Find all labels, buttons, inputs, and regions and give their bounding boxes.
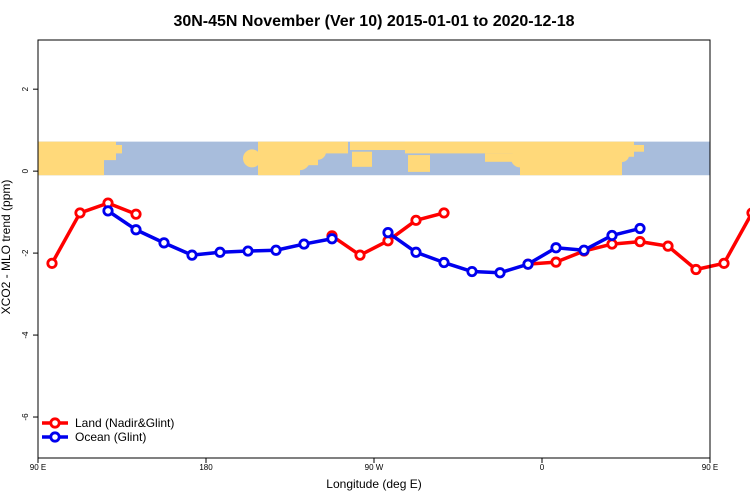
land-patch bbox=[615, 148, 629, 163]
data-point bbox=[438, 256, 450, 269]
data-point bbox=[606, 238, 618, 250]
land-patch bbox=[318, 141, 348, 154]
data-point bbox=[466, 265, 478, 278]
data-point bbox=[522, 258, 534, 270]
data-point bbox=[662, 240, 674, 252]
y-tick-label: -4 bbox=[21, 331, 30, 339]
data-point bbox=[102, 205, 114, 217]
land-patch bbox=[38, 141, 104, 176]
data-point bbox=[270, 244, 282, 256]
land-patch bbox=[104, 141, 116, 161]
data-point bbox=[354, 249, 366, 261]
series-line bbox=[386, 226, 641, 275]
data-point bbox=[718, 257, 730, 269]
x-tick-label: 0 bbox=[540, 463, 545, 472]
land-patch bbox=[634, 144, 644, 152]
legend-label: Land (Nadir&Glint) bbox=[75, 416, 174, 430]
x-axis-label: Longitude (deg E) bbox=[326, 477, 421, 491]
land-patch bbox=[408, 155, 430, 172]
x-tick-label: 90 W bbox=[365, 463, 384, 472]
chart-title: 30N-45N November (Ver 10) 2015-01-01 to … bbox=[173, 13, 574, 30]
data-point bbox=[746, 207, 750, 219]
legend: Land (Nadir&Glint)Ocean (Glint) bbox=[42, 416, 174, 444]
y-tick-label: -2 bbox=[21, 249, 30, 257]
data-point bbox=[298, 238, 310, 250]
x-tick-label: 90 E bbox=[702, 463, 718, 472]
y-tick-label: 0 bbox=[21, 168, 30, 173]
data-point bbox=[326, 233, 338, 245]
data-point bbox=[130, 224, 142, 236]
data-point bbox=[410, 246, 422, 258]
land-patch bbox=[511, 149, 529, 168]
data-point bbox=[550, 256, 562, 268]
land-patch bbox=[243, 149, 261, 168]
y-tick-label: 2 bbox=[21, 86, 30, 91]
land-patch bbox=[116, 144, 122, 154]
data-point bbox=[130, 208, 142, 220]
data-point bbox=[550, 242, 562, 254]
data-point bbox=[578, 244, 590, 256]
axis-ticks: 90 E 180 90 W 0 90 E 2 0 -2 -4 -6 bbox=[21, 86, 718, 472]
world-map-band bbox=[38, 141, 710, 176]
land-patch bbox=[350, 141, 420, 151]
data-point bbox=[634, 236, 646, 248]
legend-label: Ocean (Glint) bbox=[75, 430, 146, 444]
y-tick-label: -6 bbox=[21, 413, 30, 421]
data-point bbox=[606, 229, 618, 242]
plot-frame bbox=[37, 39, 711, 459]
data-point bbox=[382, 227, 394, 239]
data-point bbox=[494, 267, 506, 279]
land-patch bbox=[485, 153, 525, 162]
land-patch bbox=[290, 150, 310, 171]
data-point bbox=[158, 237, 170, 249]
data-point bbox=[410, 214, 422, 226]
x-tick-label: 180 bbox=[199, 463, 213, 472]
x-tick-label: 90 E bbox=[30, 463, 46, 472]
y-axis-label: XCO2 - MLO trend (ppm) bbox=[0, 180, 13, 315]
data-point bbox=[186, 249, 198, 261]
data-point bbox=[438, 207, 450, 219]
land-patch bbox=[520, 141, 622, 176]
land-patch bbox=[310, 143, 326, 160]
data-point bbox=[214, 246, 226, 258]
data-point bbox=[46, 257, 58, 269]
data-point bbox=[690, 263, 702, 276]
land-patch bbox=[352, 151, 372, 167]
data-point bbox=[74, 207, 86, 219]
legend-marker bbox=[49, 417, 61, 429]
legend-marker bbox=[49, 431, 61, 443]
series-line bbox=[50, 201, 137, 265]
series-layer bbox=[46, 197, 750, 279]
land-patch bbox=[405, 141, 520, 154]
data-point bbox=[242, 245, 254, 257]
data-point bbox=[634, 222, 646, 235]
